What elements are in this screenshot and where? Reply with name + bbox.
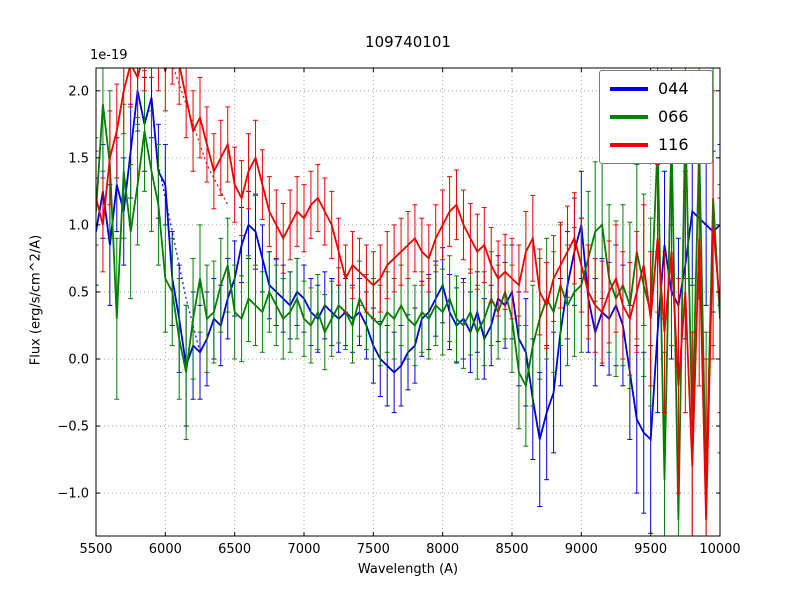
tick-labels: 5500 6000 6500 7000 7500 8000 8500 9000 9500 1000… [57, 84, 740, 557]
legend-line-066 [610, 115, 648, 119]
x-tick-label: 8500 [495, 542, 528, 557]
dotted-line-116 [172, 68, 229, 206]
x-tick-label: 8000 [426, 542, 459, 557]
y-tick-label: 0.0 [68, 352, 89, 367]
x-tick-label: 7000 [287, 542, 320, 557]
x-tick-label: 6000 [149, 542, 182, 557]
legend-label-116: 116 [658, 135, 689, 154]
legend-entry-044: 044 [610, 81, 702, 97]
y-tick-label: 2.0 [68, 84, 89, 99]
x-axis-label: Wavelength (A) [357, 562, 459, 577]
axes-frame [95, 67, 721, 537]
legend-line-044 [610, 87, 648, 91]
plot-title: 109740101 [365, 33, 451, 51]
x-tick-label: 5500 [79, 542, 112, 557]
legend: 044 066 116 [599, 70, 713, 164]
y-axis-label: Flux (erg/s/cm^2/A) [28, 234, 44, 366]
y-tick-label: 1.0 [68, 218, 89, 233]
series-116 [96, 68, 720, 536]
legend-entry-066: 066 [610, 109, 702, 125]
y-tick-label: −0.5 [57, 420, 89, 435]
legend-line-116 [610, 143, 648, 147]
x-tick-label: 9500 [634, 542, 667, 557]
y-tick-label: −1.0 [57, 487, 89, 502]
legend-entry-116: 116 [610, 137, 702, 153]
plot-area [96, 68, 720, 536]
x-tick-label: 6500 [218, 542, 251, 557]
y-tick-label: 1.5 [68, 151, 89, 166]
line-116 [96, 68, 720, 520]
y-axis-offset-label: 1e-19 [90, 48, 128, 63]
x-tick-label: 7500 [357, 542, 390, 557]
tick-marks [95, 68, 721, 536]
x-tick-label: 10000 [699, 542, 740, 557]
x-tick-label: 9000 [565, 542, 598, 557]
y-tick-label: 0.5 [68, 285, 89, 300]
legend-label-066: 066 [658, 107, 689, 126]
legend-label-044: 044 [658, 79, 689, 98]
